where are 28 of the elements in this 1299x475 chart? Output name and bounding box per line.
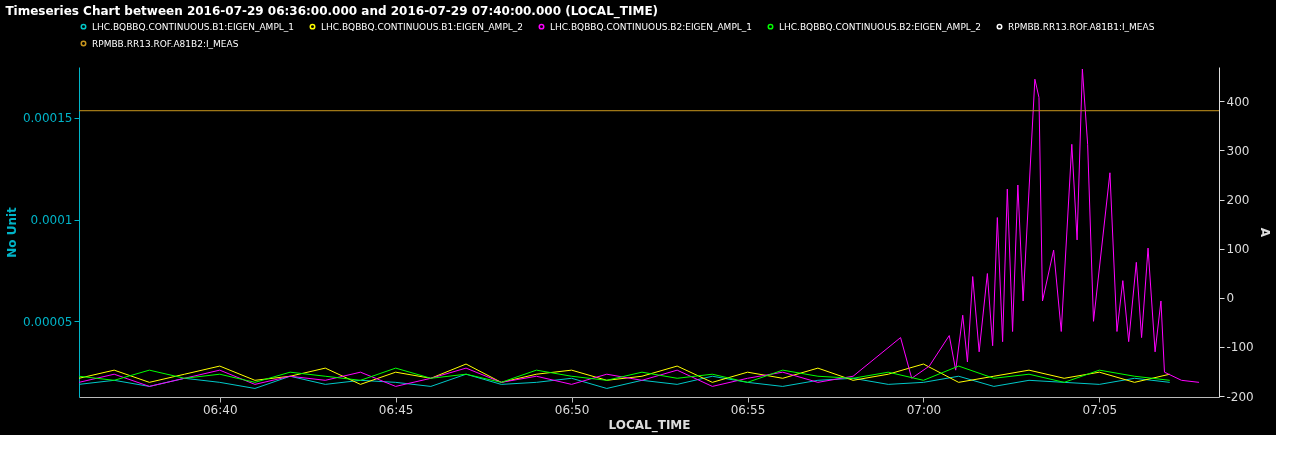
y2-tick-label: -100	[1226, 340, 1254, 355]
y-axis-title: No Unit	[4, 206, 19, 258]
y2-tick-label: 200	[1226, 193, 1250, 208]
x-tick-label: 07:00	[906, 402, 942, 417]
y-tick-label: 0.00015	[22, 111, 73, 126]
legend-label: LHC.BQBBQ.CONTINUOUS.B1:EIGEN_AMPL_1	[92, 21, 295, 32]
x-axis-title: LOCAL_TIME	[608, 417, 691, 433]
legend-label: LHC.BQBBQ.CONTINUOUS.B2:EIGEN_AMPL_1	[550, 21, 753, 32]
x-tick-label: 06:50	[554, 402, 590, 417]
y2-tick-label: -200	[1226, 389, 1254, 404]
legend-label: LHC.BQBBQ.CONTINUOUS.B2:EIGEN_AMPL_2	[779, 21, 982, 32]
x-tick-label: 06:40	[202, 402, 238, 417]
y-tick-label: 0.0001	[30, 213, 73, 228]
chart-title: Timeseries Chart between 2016-07-29 06:36:00.000 and 2016-07-29 07:40:00.000 (LOCAL_TIME)	[5, 4, 659, 19]
x-tick-label: 07:05	[1082, 402, 1118, 417]
y-tick-label: 0.00005	[22, 314, 73, 329]
y2-axis-title: A	[1257, 227, 1272, 238]
x-tick-label: 06:55	[730, 402, 766, 417]
line-series	[78, 68, 1200, 387]
x-tick-label: 06:45	[378, 402, 414, 417]
y2-tick-label: 300	[1226, 143, 1250, 158]
line-series	[78, 373, 1171, 389]
y2-tick-label: 0	[1226, 291, 1235, 306]
legend-label: LHC.BQBBQ.CONTINUOUS.B1:EIGEN_AMPL_2	[321, 21, 524, 32]
legend-label: RPMBB.RR13.ROF.A81B1:I_MEAS	[1008, 21, 1155, 32]
y2-tick-label: 100	[1226, 242, 1250, 257]
legend-label: RPMBB.RR13.ROF.A81B2:I_MEAS	[92, 38, 239, 49]
y2-tick-label: 400	[1226, 94, 1250, 109]
